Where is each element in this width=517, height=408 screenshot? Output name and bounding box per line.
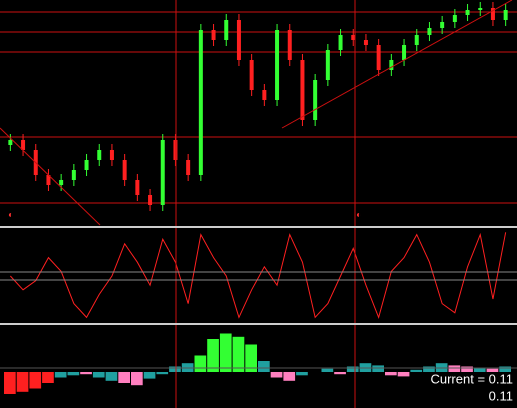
histogram-bar xyxy=(118,372,130,383)
histogram-bar xyxy=(207,339,219,372)
candle-body xyxy=(8,140,13,145)
candle-body xyxy=(21,140,26,150)
candle-body xyxy=(122,160,127,180)
candle-body xyxy=(236,20,241,60)
candle-body xyxy=(97,150,102,160)
candle-body xyxy=(262,90,267,100)
candle-body xyxy=(325,50,330,80)
candle-body xyxy=(46,175,51,185)
candle-body xyxy=(275,30,280,100)
candle-body xyxy=(186,160,191,175)
histogram-bar xyxy=(258,361,270,372)
histogram-bar xyxy=(42,372,54,383)
histogram-bar xyxy=(245,344,257,372)
candle-body xyxy=(338,35,343,50)
histogram-bar xyxy=(461,366,473,372)
candle-body xyxy=(402,45,407,60)
histogram-bar xyxy=(385,372,397,376)
histogram-bar xyxy=(448,365,461,372)
histogram-bar xyxy=(131,372,143,386)
candle-body xyxy=(351,35,356,40)
candle-body xyxy=(211,30,216,40)
candle-body xyxy=(414,35,419,45)
histogram-bar xyxy=(372,365,384,372)
histogram-bar xyxy=(321,368,334,372)
histogram-bar xyxy=(270,372,283,378)
candle-body xyxy=(427,28,432,35)
histogram-bar xyxy=(105,372,118,381)
histogram-bar xyxy=(397,372,410,377)
histogram-bar xyxy=(410,369,423,372)
candle-body xyxy=(249,60,254,90)
histogram-bar xyxy=(473,367,486,372)
oscillator-line xyxy=(9,232,507,319)
histogram-bar xyxy=(92,372,105,378)
candle-body xyxy=(503,10,508,20)
candle-body xyxy=(452,15,457,22)
histogram-bar xyxy=(67,372,80,376)
marker-icon: ◐ xyxy=(356,209,361,219)
current-value: 0.11 xyxy=(489,388,513,403)
histogram-bar xyxy=(54,372,67,378)
histogram-bar xyxy=(499,366,511,372)
candle-body xyxy=(148,195,153,205)
histogram-bar xyxy=(156,372,169,375)
current-label: Current = 0.11 xyxy=(430,371,513,386)
histogram-bar xyxy=(80,372,92,375)
histogram-bar xyxy=(334,372,346,375)
candle-body xyxy=(363,40,368,45)
candle-body xyxy=(490,8,495,20)
candle-body xyxy=(160,140,165,205)
histogram-bar xyxy=(29,372,42,389)
histogram-bar xyxy=(232,336,245,372)
candle-body xyxy=(465,10,470,15)
candle-body xyxy=(313,80,318,120)
histogram-bar xyxy=(423,366,435,372)
histogram-bar xyxy=(346,366,359,372)
candle-body xyxy=(109,150,114,160)
candle-body xyxy=(389,60,394,70)
candle-body xyxy=(376,45,381,70)
candle-body xyxy=(198,30,203,175)
histogram-bar xyxy=(296,372,308,376)
histogram-bar xyxy=(16,372,29,392)
histogram-bar xyxy=(143,372,156,379)
histogram-bar xyxy=(194,355,207,372)
candle-body xyxy=(59,180,64,185)
histogram-bar xyxy=(283,372,296,381)
histogram-bar xyxy=(4,372,16,394)
histogram-bar xyxy=(486,368,499,372)
marker-icon: ◐ xyxy=(8,209,13,219)
trend-line xyxy=(0,127,101,226)
candle-body xyxy=(71,170,76,180)
candle-body xyxy=(300,60,305,120)
histogram-bar xyxy=(169,366,181,372)
candle-body xyxy=(173,140,178,160)
candle-body xyxy=(135,180,140,195)
candle-body xyxy=(440,22,445,28)
candle-body xyxy=(224,20,229,40)
candle-body xyxy=(287,30,292,60)
candle-body xyxy=(478,8,483,10)
trend-line xyxy=(281,0,513,129)
histogram-bar xyxy=(219,333,232,372)
candle-body xyxy=(84,160,89,170)
